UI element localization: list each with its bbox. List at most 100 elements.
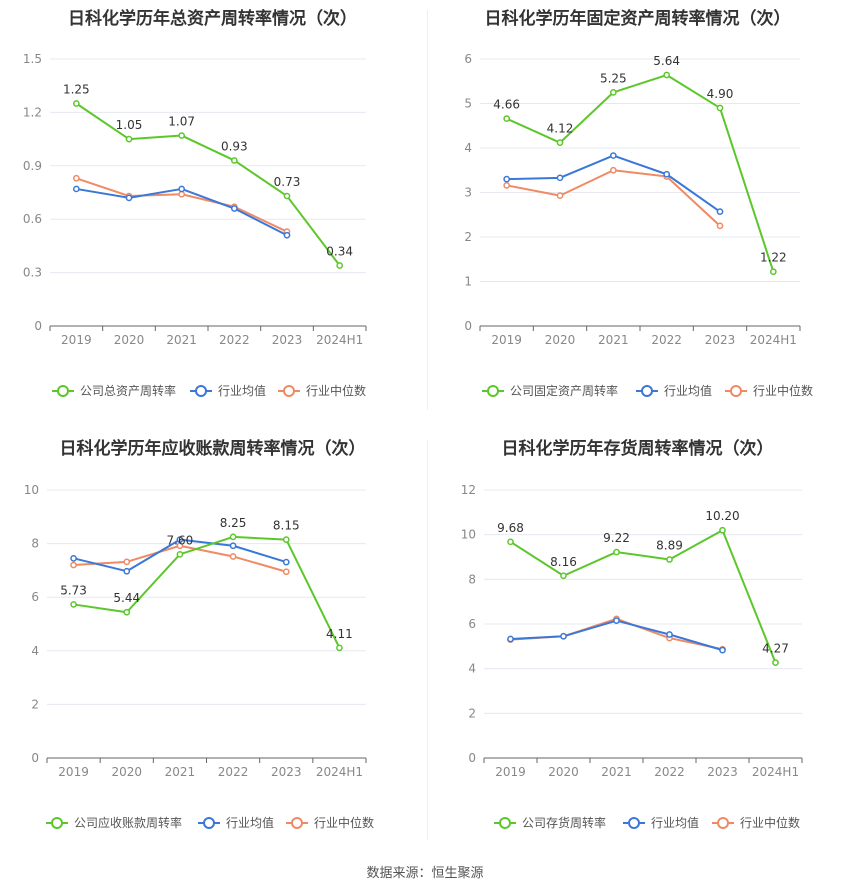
data-label: 9.68: [497, 521, 524, 535]
chart-svg: 0 2 4 6 8 10 12 2019 2020 2021 2022 2023 2024H1 9.68 8…: [461, 483, 803, 830]
y-tick-label: 6: [468, 617, 476, 631]
data-point: [560, 632, 567, 640]
y-tick-label: 6: [464, 52, 472, 66]
legend-marker: [195, 385, 207, 397]
data-point: [719, 646, 726, 654]
data-point: [556, 192, 564, 199]
chart-title: 日科化学历年应收账款周转率情况（次）: [59, 439, 366, 459]
x-tick-label: 2021: [165, 765, 196, 779]
series-line-1: [510, 619, 723, 652]
x-tick-label: 2019: [491, 333, 522, 347]
legend-marker: [291, 817, 303, 829]
data-point: [609, 166, 617, 174]
data-label: 1.25: [63, 83, 90, 97]
y-tick-label: 8: [468, 572, 476, 586]
series-line-0: [73, 535, 341, 649]
chart-panel-receivables-turnover: 日科化学历年应收账款周转率情况（次） 0 2 4 6 8 10 2019 2020 2021 20…: [0, 432, 425, 862]
y-tick-label: 0: [468, 751, 476, 765]
legend-marker: [203, 817, 215, 829]
data-point: [716, 222, 724, 230]
data-label: 4.66: [493, 98, 520, 112]
data-point: [176, 542, 184, 550]
data-point: [123, 558, 131, 566]
data-point: [230, 205, 238, 212]
data-point: [229, 542, 237, 550]
data-point: [666, 556, 673, 563]
legend-label: 行业均值: [226, 815, 274, 830]
x-tick-label: 2023: [271, 765, 302, 779]
chart-svg: 0 0.3 0.6 0.9 1.2 1.5 2019 2020 2021 2022 2023 2024…: [23, 52, 367, 398]
y-tick-label: 2: [31, 697, 39, 711]
series-line-0: [506, 74, 775, 273]
data-point: [719, 526, 726, 534]
legend-marker: [641, 385, 653, 397]
data-point: [663, 170, 671, 178]
data-label: 8.16: [550, 555, 577, 569]
data-point: [125, 135, 133, 143]
y-tick-label: 8: [31, 537, 39, 551]
data-point: [123, 567, 131, 575]
data-label: 5.44: [113, 591, 140, 605]
chart-title: 日科化学历年存货周转率情况（次）: [501, 439, 774, 459]
legend-marker: [51, 817, 63, 829]
x-tick-label: 2022: [218, 765, 249, 779]
x-tick-label: 2019: [61, 333, 92, 347]
data-point: [230, 157, 238, 164]
data-point: [507, 538, 514, 546]
x-tick-label: 2023: [272, 333, 303, 347]
chart-panel-total-asset-turnover: 日科化学历年总资产周转率情况（次） 0 0.3 0.6 0.9 1.2 1.5 2019 20…: [0, 0, 425, 430]
legend-marker: [499, 817, 511, 829]
legend-label: 行业均值: [218, 383, 266, 398]
legend-label: 行业中位数: [753, 383, 813, 398]
data-point: [503, 115, 511, 122]
y-tick-label: 5: [464, 97, 472, 111]
data-point: [613, 617, 620, 624]
y-tick-label: 0: [464, 319, 472, 333]
data-point: [283, 192, 291, 200]
chart-title: 日科化学历年固定资产周转率情况（次）: [484, 9, 791, 29]
data-point: [560, 572, 567, 580]
x-tick-label: 2021: [601, 765, 632, 779]
data-point: [123, 608, 131, 616]
data-label: 4.27: [762, 642, 789, 656]
data-source-note: 数据来源：恒生聚源: [366, 866, 484, 881]
data-point: [666, 631, 673, 638]
y-tick-label: 1: [464, 275, 472, 289]
data-label: 5.73: [60, 583, 87, 597]
data-point: [72, 185, 80, 193]
x-tick-label: 2021: [166, 333, 197, 347]
data-point: [613, 548, 620, 556]
legend-label: 公司存货周转率: [522, 815, 606, 830]
panel-divider-bottom: [427, 440, 428, 840]
data-label: 1.05: [116, 118, 143, 132]
data-point: [772, 659, 779, 666]
data-point: [716, 208, 724, 215]
data-label: 5.64: [653, 54, 680, 68]
data-point: [178, 185, 186, 193]
data-point: [176, 536, 184, 543]
data-point: [229, 533, 237, 541]
data-label: 1.22: [760, 251, 787, 265]
legend-marker: [487, 385, 499, 397]
legend-label: 公司应收账款周转率: [74, 815, 182, 830]
legend-label: 公司固定资产周转率: [510, 383, 618, 398]
data-point: [283, 231, 291, 239]
data-label: 8.15: [273, 519, 300, 533]
series-line-1: [506, 154, 721, 213]
data-point: [663, 71, 671, 79]
data-point: [507, 635, 514, 643]
chart-panel-fixed-asset-turnover: 日科化学历年固定资产周转率情况（次） 0 1 2 3 4 5 6 2019 2020 2021 20…: [425, 0, 850, 430]
data-label: 9.22: [603, 531, 630, 545]
y-tick-label: 2: [464, 230, 472, 244]
x-tick-label: 2023: [705, 333, 736, 347]
y-tick-label: 10: [461, 528, 476, 542]
chart-svg: 0 2 4 6 8 10 2019 2020 2021 2022 2023 2024H1 5.73 5.4…: [24, 483, 374, 830]
x-tick-label: 2024H1: [750, 333, 797, 347]
x-tick-label: 2020: [545, 333, 576, 347]
y-tick-label: 1.5: [23, 52, 42, 66]
y-tick-label: 0: [34, 319, 42, 333]
data-point: [125, 194, 133, 202]
legend-marker: [730, 385, 742, 397]
x-tick-label: 2024H1: [752, 765, 799, 779]
data-label: 8.25: [220, 516, 247, 530]
